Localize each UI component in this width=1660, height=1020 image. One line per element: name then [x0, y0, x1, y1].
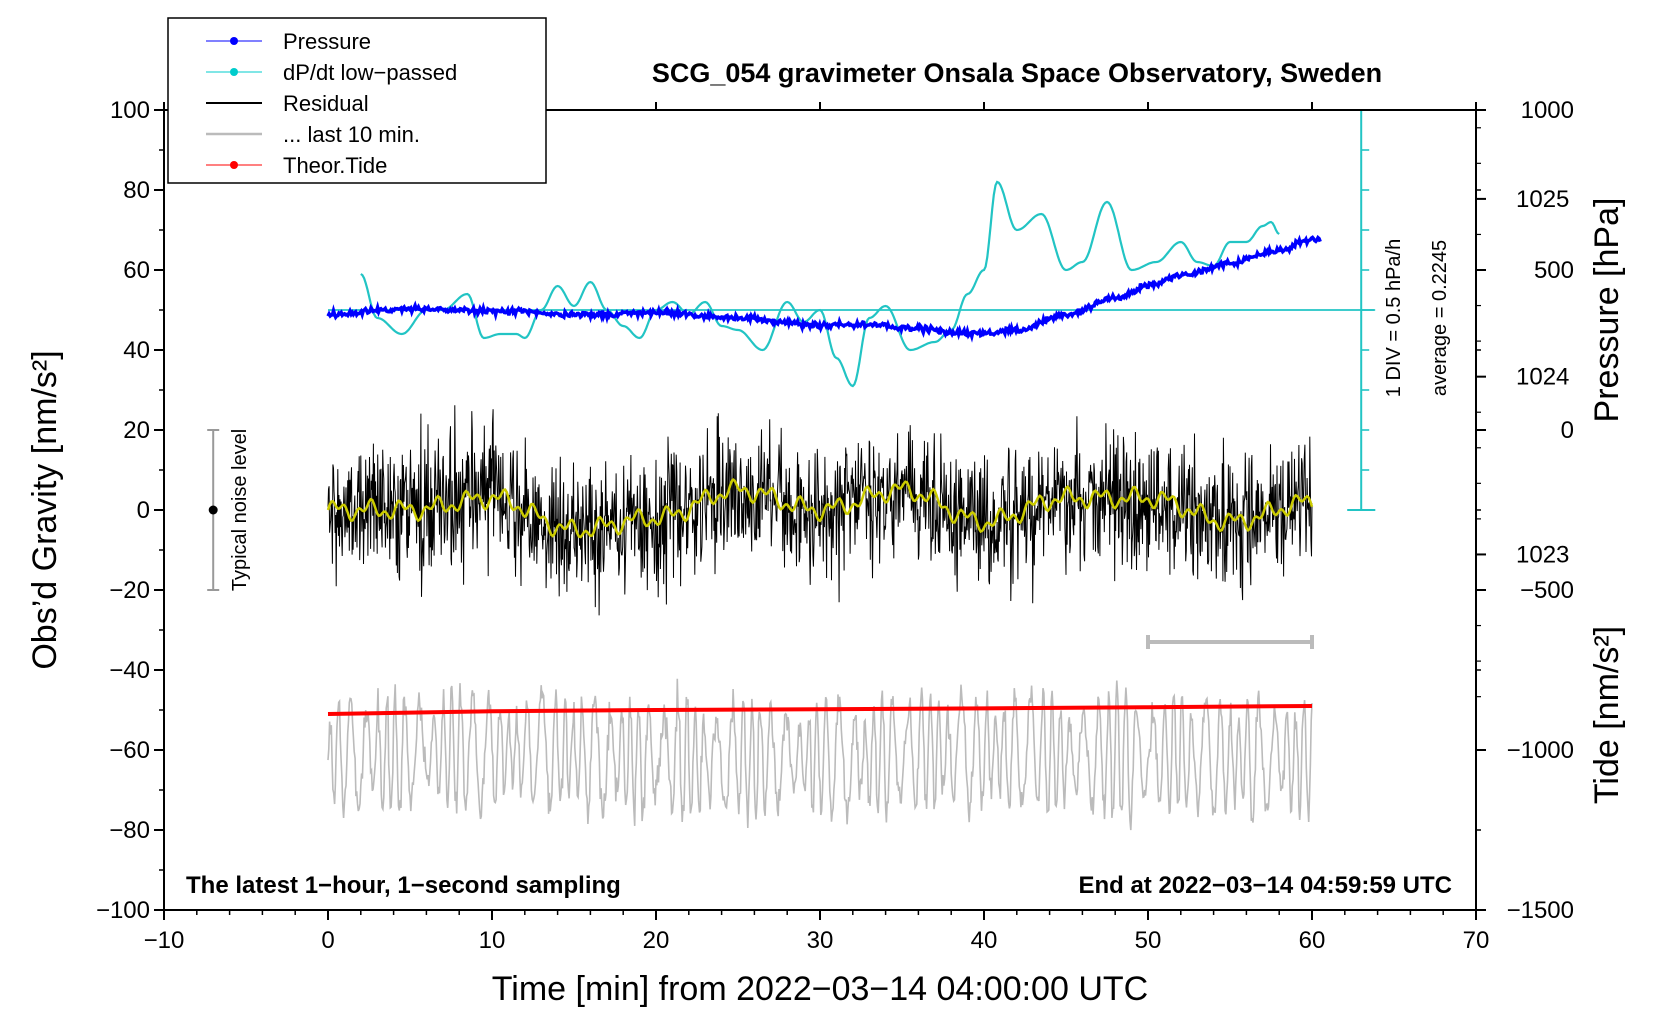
residual-line — [327, 405, 1313, 616]
pressure-tick-label: 1023 — [1516, 541, 1569, 568]
tide-tick-label: −1000 — [1507, 737, 1574, 764]
legend-label: Residual — [283, 91, 369, 116]
noise-level-dot — [208, 505, 218, 515]
pressure-tick-label: 1025 — [1516, 186, 1569, 213]
legend-label: ... last 10 min. — [283, 122, 420, 147]
y-tick-label: 20 — [123, 417, 150, 444]
y-tick-label: −20 — [109, 577, 150, 604]
x-tick-label: 0 — [321, 927, 334, 954]
legend: Pressure dP/dt low−passed Residual ... last… — [167, 17, 547, 184]
tide-tick-label: −500 — [1520, 577, 1574, 604]
axes-layer: −10 0 10 20 30 40 50 60 70−100−80−60−40−20020406… — [96, 97, 1574, 954]
chart-title: SCG_054 gravimeter Onsala Space Observat… — [652, 58, 1382, 88]
dpdt-line — [360, 180, 1280, 388]
y-tick-label: 80 — [123, 177, 150, 204]
tide-line — [327, 704, 1313, 716]
legend-label: Pressure — [283, 29, 371, 54]
residual-series-layer — [327, 405, 1313, 616]
pressure-tick-label: 1024 — [1516, 364, 1569, 391]
dpdt-scale-label: 1 DIV = 0.5 hPa/h — [1383, 239, 1405, 397]
legend-marker — [230, 161, 238, 169]
legend-marker — [230, 68, 238, 76]
annotation-end-time: End at 2022−03−14 04:59:59 UTC — [1078, 872, 1452, 899]
residual-smooth-line — [326, 477, 1314, 539]
last10-series-layer — [327, 635, 1314, 831]
tide-tick-label: −1500 — [1507, 897, 1574, 924]
pressure-axis-title: Pressure [hPa] — [1588, 198, 1626, 423]
x-tick-label: 10 — [479, 927, 506, 954]
x-axis-title: Time [min] from 2022−03−14 04:00:00 UTC — [492, 970, 1148, 1008]
legend-box — [167, 17, 547, 184]
x-tick-label: 50 — [1135, 927, 1162, 954]
dpdt-average-label: average = 0.2245 — [1429, 240, 1451, 396]
tide-tick-label: 1000 — [1521, 97, 1574, 124]
annotations-layer: The latest 1−hour, 1−second sampling End … — [186, 239, 1452, 899]
y-tick-label: 60 — [123, 257, 150, 284]
residual-smooth-layer — [326, 477, 1314, 539]
x-tick-label: −10 — [144, 927, 185, 954]
pressure-line — [326, 234, 1322, 343]
y-tick-label: 40 — [123, 337, 150, 364]
y-tick-label: −40 — [109, 657, 150, 684]
y-tick-label: −100 — [96, 897, 150, 924]
noise-level-label: Typical noise level — [229, 429, 251, 591]
x-tick-label: 70 — [1463, 927, 1490, 954]
x-tick-label: 60 — [1299, 927, 1326, 954]
y-tick-label: 0 — [137, 497, 150, 524]
tide-axis-title: Tide [nm/s²] — [1588, 626, 1626, 804]
tide-series-layer — [327, 704, 1313, 716]
tide-tick-label: 500 — [1534, 257, 1574, 284]
y-tick-label: −60 — [109, 737, 150, 764]
y-tick-label: 100 — [110, 97, 150, 124]
legend-label: Theor.Tide — [283, 153, 387, 178]
y-axis-title: Obs’d Gravity [nm/s²] — [26, 350, 64, 669]
last10-line — [327, 678, 1313, 831]
x-tick-label: 40 — [971, 927, 998, 954]
pressure-series-layer — [326, 234, 1322, 343]
x-tick-label: 30 — [807, 927, 834, 954]
x-tick-label: 20 — [643, 927, 670, 954]
y-tick-label: −80 — [109, 817, 150, 844]
legend-marker — [230, 37, 238, 45]
annotation-sampling: The latest 1−hour, 1−second sampling — [186, 872, 621, 899]
legend-label: dP/dt low−passed — [283, 60, 457, 85]
tide-tick-label: 0 — [1561, 417, 1574, 444]
